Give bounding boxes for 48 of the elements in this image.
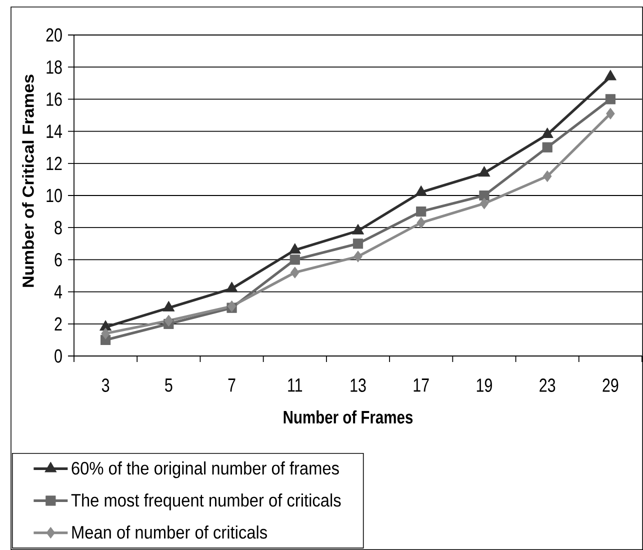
point: [101, 328, 110, 340]
point: [480, 198, 489, 210]
y-tick-label: 10: [46, 188, 62, 202]
y-tick-label: 8: [54, 220, 62, 234]
x-tick-label: 7: [228, 378, 236, 392]
point: [352, 238, 364, 249]
point: [288, 243, 301, 254]
point: [226, 282, 238, 292]
point: [290, 254, 300, 265]
x-tick-label: 17: [414, 378, 429, 392]
x-tick-label: 29: [602, 378, 618, 392]
point: [542, 170, 552, 182]
point: [352, 224, 364, 234]
x-tick-label: 23: [540, 378, 556, 392]
point: [542, 142, 552, 152]
point: [162, 301, 175, 312]
point: [605, 94, 616, 104]
point: [416, 217, 426, 229]
x-tick-label: 11: [288, 378, 302, 392]
x-tick-label: 13: [350, 378, 366, 392]
point: [606, 108, 615, 120]
y-tick-label: 12: [46, 156, 62, 170]
point: [478, 166, 490, 177]
legend-label: 60% of the original number of frames: [72, 461, 339, 478]
legend-label: The most frequent number of criticals: [71, 493, 341, 510]
point: [604, 70, 616, 80]
x-tick-label: 19: [476, 378, 492, 392]
y-tick-label: 16: [46, 92, 62, 106]
point: [354, 250, 362, 262]
y-tick-label: 6: [54, 252, 62, 266]
y-tick-label: 20: [46, 28, 62, 42]
y-axis-title: Number of Critical Frames: [22, 74, 34, 287]
point: [479, 190, 490, 201]
x-tick-label: 5: [165, 378, 172, 392]
x-axis-title: Number of Frames: [284, 410, 413, 424]
point: [164, 314, 174, 326]
x-tick-label: 3: [102, 378, 110, 392]
legend-label: Mean of number of criticals: [72, 525, 267, 539]
y-tick-label: 2: [54, 317, 62, 331]
y-tick-label: 14: [46, 124, 62, 138]
point: [415, 185, 428, 196]
y-tick-label: 0: [54, 349, 62, 363]
point: [416, 206, 426, 217]
point: [290, 266, 300, 278]
y-tick-label: 18: [46, 60, 62, 74]
point: [541, 128, 554, 138]
point: [227, 300, 236, 312]
y-tick-label: 4: [54, 285, 62, 298]
